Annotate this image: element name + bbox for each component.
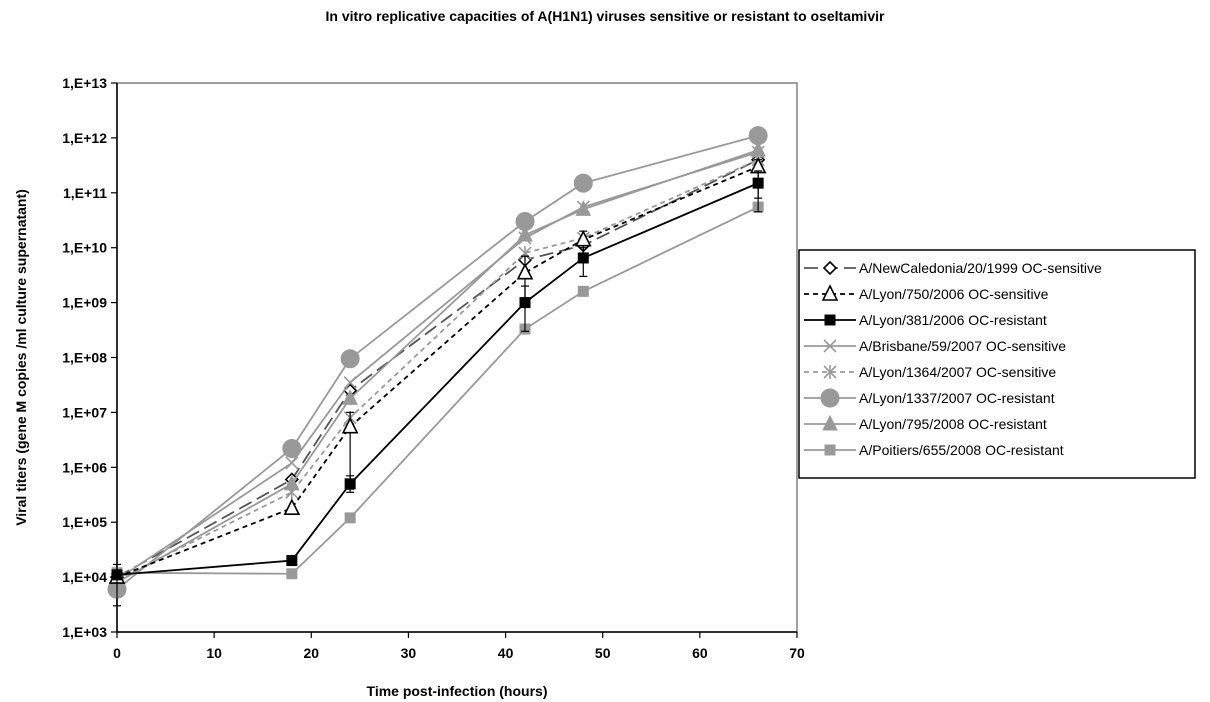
x-tick-label: 0 <box>113 645 121 661</box>
series-line <box>116 158 759 578</box>
data-point <box>573 173 593 193</box>
legend-box <box>798 249 1196 479</box>
y-tick-label: 1,E+06 <box>62 459 107 475</box>
data-point <box>343 375 357 390</box>
data-point <box>517 225 533 242</box>
legend-label: A/Lyon/1364/2007 OC-sensitive <box>859 364 1056 380</box>
axes: 0 10 20 30 40 50 60 70 1,E+03 1,E+04 1,E+05 1,E+06 1… <box>62 75 805 661</box>
legend-label: A/Lyon/750/2006 OC-sensitive <box>859 286 1049 302</box>
legend: A/NewCaledonia/20/1999 OC-sensitive A/Lyo… <box>798 249 1196 479</box>
data-point <box>344 478 356 490</box>
data-point <box>516 262 534 280</box>
legend-swatch-marker <box>823 339 837 353</box>
y-tick-label: 1,E+07 <box>62 404 107 420</box>
data-point <box>282 439 302 459</box>
data-point <box>519 297 531 309</box>
data-point <box>575 200 592 216</box>
legend-label: A/Lyon/1337/2007 OC-resistant <box>859 390 1055 406</box>
series-7 <box>109 140 766 589</box>
legend-swatch-marker <box>820 388 840 408</box>
x-tick-label: 50 <box>595 645 611 661</box>
data-point <box>283 498 301 515</box>
x-tick-label: 70 <box>789 645 805 661</box>
y-tick-label: 1,E+03 <box>62 624 107 640</box>
data-point <box>111 569 123 581</box>
data-point <box>285 456 299 470</box>
series-line <box>116 165 759 578</box>
chart-title: In vitro replicative capacities of A(H1N… <box>325 8 885 24</box>
legend-swatch-marker <box>822 260 838 276</box>
data-point <box>342 389 358 405</box>
data-point <box>574 229 592 247</box>
legend-label: A/Lyon/381/2006 OC-resistant <box>859 312 1047 328</box>
y-tick-label: 1,E+08 <box>62 350 107 366</box>
y-axis-title: Viral titers (gene M copies /ml culture … <box>13 189 29 526</box>
legend-item: A/Poitiers/655/2008 OC-resistant <box>804 442 1064 458</box>
y-tick-label: 1,E+13 <box>62 75 107 91</box>
data-point <box>577 285 589 297</box>
y-tick-label: 1,E+10 <box>62 240 107 256</box>
legend-item: A/Lyon/1337/2007 OC-resistant <box>804 388 1055 408</box>
legend-label: A/Lyon/795/2008 OC-resistant <box>859 416 1047 432</box>
x-tick-label: 30 <box>401 645 417 661</box>
legend-swatch-marker <box>824 314 836 326</box>
series-line <box>116 182 759 576</box>
legend-item: A/Lyon/1364/2007 OC-sensitive <box>804 364 1056 380</box>
series-line <box>116 149 759 584</box>
data-point <box>344 512 356 524</box>
series-line <box>116 158 759 581</box>
legend-label: A/Poitiers/655/2008 OC-resistant <box>859 442 1064 458</box>
plot-area <box>116 82 798 633</box>
legend-item: A/Lyon/750/2006 OC-sensitive <box>804 284 1049 302</box>
y-tick-label: 1,E+09 <box>62 295 107 311</box>
data-point <box>752 177 764 189</box>
data-point <box>340 349 360 369</box>
y-tick-label: 1,E+11 <box>63 185 107 201</box>
x-tick-label: 20 <box>303 645 319 661</box>
series-line <box>116 134 759 590</box>
legend-label: A/Brisbane/59/2007 OC-sensitive <box>859 338 1066 354</box>
legend-label: A/NewCaledonia/20/1999 OC-sensitive <box>859 260 1102 276</box>
series-3 <box>111 170 764 607</box>
x-tick-label: 10 <box>206 645 222 661</box>
x-tick-label: 40 <box>498 645 514 661</box>
data-point <box>286 555 298 567</box>
legend-swatch-marker <box>821 284 839 301</box>
y-tick-label: 1,E+05 <box>62 514 107 530</box>
x-tick-label: 60 <box>692 645 708 661</box>
data-point <box>577 252 589 264</box>
legend-item: A/Brisbane/59/2007 OC-sensitive <box>804 338 1066 354</box>
legend-swatch-marker <box>823 365 837 379</box>
y-tick-label: 1,E+04 <box>62 569 107 585</box>
legend-item: A/Lyon/795/2008 OC-resistant <box>804 414 1047 432</box>
series-line <box>116 206 759 575</box>
legend-swatch-marker <box>824 444 836 456</box>
series-layer <box>107 126 768 607</box>
data-point <box>341 416 359 434</box>
plot-frame <box>116 82 798 633</box>
legend-item: A/NewCaledonia/20/1999 OC-sensitive <box>804 260 1102 276</box>
data-point <box>284 474 300 491</box>
legend-swatch-marker <box>822 414 838 431</box>
data-point <box>286 568 298 580</box>
data-point <box>750 140 766 157</box>
y-tick-label: 1,E+12 <box>62 130 107 146</box>
legend-item: A/Lyon/381/2006 OC-resistant <box>804 312 1047 328</box>
x-axis-title: Time post-infection (hours) <box>367 683 548 699</box>
series-line <box>116 151 759 581</box>
